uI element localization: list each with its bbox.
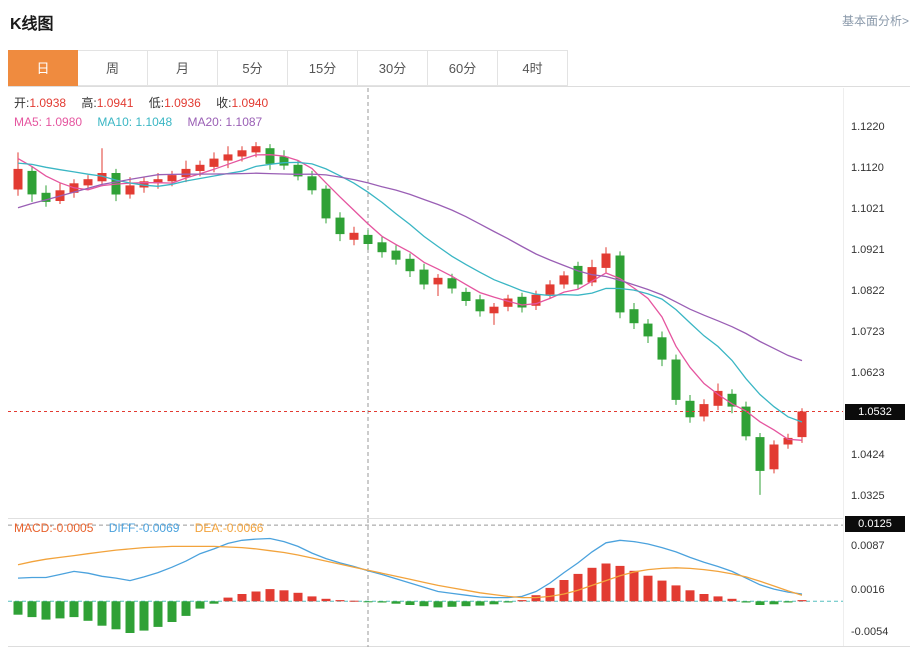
macd-value: -0.0005 <box>52 521 94 535</box>
diff-line <box>17 537 803 599</box>
y-axis-tick: 1.0723 <box>851 326 885 338</box>
current-price-badge: 1.0532 <box>845 404 905 420</box>
tab-5min[interactable]: 5分 <box>218 50 288 86</box>
dea-label: DEA: <box>194 521 223 535</box>
macd-label: MACD: <box>14 521 53 535</box>
macd-max-badge: 0.0125 <box>845 516 905 532</box>
ohlc-legend: 开:1.0938 高:1.0941 低:1.0936 收:1.0940 <box>14 94 268 113</box>
macd-y-axis-tick: 0.0087 <box>851 540 885 552</box>
tab-day[interactable]: 日 <box>8 50 78 86</box>
tab-15min[interactable]: 15分 <box>288 50 358 86</box>
high-value: 1.0941 <box>96 96 134 110</box>
ma5-line <box>17 154 803 441</box>
close-label: 收: <box>216 96 232 110</box>
y-axis-tick: 1.0822 <box>851 285 885 297</box>
y-axis-tick: 1.0325 <box>851 490 885 502</box>
low-label: 低: <box>148 96 165 110</box>
macd-legend: MACD:-0.0005 DIFF:-0.0069 DEA:-0.0066 <box>14 521 263 535</box>
dea-line <box>17 545 803 599</box>
diff-value: -0.0069 <box>138 521 180 535</box>
y-axis-tick: 1.1220 <box>851 121 885 133</box>
ma-legend: MA5: 1.0980 MA10: 1.1048 MA20: 1.1087 <box>14 113 262 132</box>
ma10-line <box>17 161 803 423</box>
tab-month[interactable]: 月 <box>148 50 218 86</box>
macd-histogram <box>13 563 807 633</box>
ma20-line <box>17 172 803 362</box>
page-title: K线图 <box>10 16 54 33</box>
y-axis-tick: 1.1120 <box>851 162 884 174</box>
open-value: 1.0938 <box>29 96 67 110</box>
tab-60min[interactable]: 60分 <box>428 50 498 86</box>
y-axis-tick: 1.0623 <box>851 367 885 379</box>
ma5-value: 1.0980 <box>45 115 83 129</box>
ma20-label: MA20: <box>187 115 223 129</box>
tab-4hour[interactable]: 4时 <box>498 50 568 86</box>
y-axis-tick: 1.0921 <box>851 244 885 256</box>
low-value: 1.0936 <box>164 96 201 110</box>
tab-week[interactable]: 周 <box>78 50 148 86</box>
chart-area: 开:1.0938 高:1.0941 低:1.0936 收:1.0940 MA5:… <box>8 88 910 647</box>
macd-y-axis-tick: 0.0016 <box>851 584 885 596</box>
diff-label: DIFF: <box>108 521 139 535</box>
main-chart-canvas[interactable] <box>8 88 844 518</box>
dea-value: -0.0066 <box>222 521 264 535</box>
ma20-value: 1.1087 <box>225 115 263 129</box>
y-axis-column: 1.1220 1.1120 1.1021 1.0921 1.0822 1.0723 1.06… <box>843 88 910 646</box>
high-label: 高: <box>81 96 97 110</box>
ma10-label: MA10: <box>97 115 133 129</box>
tab-30min[interactable]: 30分 <box>358 50 428 86</box>
interval-tabs: 日 周 月 5分 15分 30分 60分 4时 <box>8 50 910 87</box>
fundamental-analysis-link[interactable]: 基本面分析> <box>841 14 909 28</box>
open-label: 开: <box>14 96 30 110</box>
close-value: 1.0940 <box>231 96 269 110</box>
ma5-label: MA5: <box>14 115 43 129</box>
macd-chart-canvas[interactable] <box>8 518 844 647</box>
macd-y-axis-tick: -0.0054 <box>851 626 889 638</box>
y-axis-tick: 1.0424 <box>851 449 885 461</box>
ma10-value: 1.1048 <box>135 115 173 129</box>
y-axis-tick: 1.1021 <box>851 203 885 215</box>
